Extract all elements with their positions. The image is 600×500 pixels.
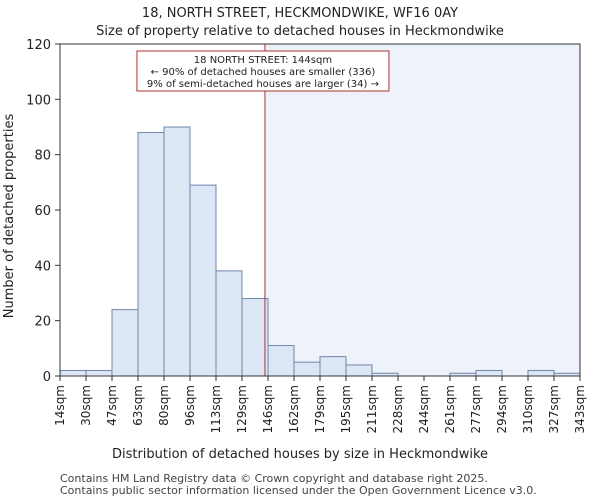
annotation-border	[136, 50, 390, 92]
annotation-line-1: 18 NORTH STREET: 144sqm	[194, 55, 332, 66]
x-tick-label: 113sqm	[209, 385, 223, 433]
bar-162sqm	[293, 361, 321, 377]
bar-195sqm	[345, 364, 373, 377]
y-axis-label: Number of detached properties	[2, 114, 17, 319]
annotation-line-2: ← 90% of detached houses are smaller (33…	[151, 67, 376, 78]
x-tick-label: 343sqm	[573, 385, 587, 433]
annotation-line-3: 9% of semi-detached houses are larger (3…	[147, 79, 379, 90]
x-tick-label: 310sqm	[521, 385, 535, 433]
footer-line-2: Contains public sector information licen…	[60, 484, 537, 497]
y-axis-ticks: 0 20 40 60 80 100 120	[26, 38, 60, 385]
x-tick-label: 30sqm	[79, 385, 93, 426]
x-tick-label: 228sqm	[391, 385, 405, 433]
x-tick-label: 146sqm	[261, 385, 275, 433]
x-tick-label: 195sqm	[339, 385, 353, 433]
bar-47sqm	[111, 309, 139, 377]
x-tick-label: 63sqm	[131, 385, 145, 426]
bar-96sqm	[189, 184, 217, 377]
bar-146sqm	[267, 345, 295, 377]
bar-80sqm	[163, 126, 191, 377]
bar-310sqm	[527, 369, 555, 377]
x-tick-label: 244sqm	[417, 385, 431, 433]
x-tick-label: 96sqm	[183, 385, 197, 426]
larger-region-shade	[264, 44, 580, 376]
footer-line-1: Contains HM Land Registry data © Crown c…	[60, 472, 488, 485]
chart-subtitle: Size of property relative to detached ho…	[96, 24, 504, 39]
bar-14sqm	[59, 369, 87, 377]
y-tick-label: 20	[34, 315, 51, 330]
bars-group	[59, 126, 581, 377]
y-tick-label: 80	[34, 149, 51, 164]
bar-30sqm	[85, 369, 113, 377]
x-tick-label: 179sqm	[313, 385, 327, 433]
x-tick-label: 47sqm	[105, 385, 119, 426]
bar-129sqm	[241, 298, 269, 377]
x-axis-label: Distribution of detached houses by size …	[112, 447, 488, 462]
annotation-box: 18 NORTH STREET: 144sqm ← 90% of detache…	[136, 50, 390, 92]
bar-179sqm	[319, 356, 347, 377]
y-tick-label: 60	[34, 204, 51, 219]
x-tick-label: 129sqm	[235, 385, 249, 433]
y-tick-label: 40	[34, 259, 51, 274]
bar-113sqm	[215, 270, 243, 377]
y-tick-label: 100	[26, 93, 51, 108]
bar-277sqm	[475, 369, 503, 377]
y-tick-label: 0	[43, 370, 51, 385]
x-tick-label: 80sqm	[157, 385, 171, 426]
x-tick-label: 14sqm	[53, 385, 67, 426]
x-tick-label: 211sqm	[365, 385, 379, 433]
y-tick-label: 120	[26, 38, 51, 53]
x-tick-label: 327sqm	[547, 385, 561, 433]
x-tick-label: 261sqm	[443, 385, 457, 433]
x-axis-ticks: 14sqm 30sqm 47sqm 63sqm 80sqm 96sqm 113sqm 129s…	[53, 376, 587, 433]
chart-title: 18, NORTH STREET, HECKMONDWIKE, WF16 0AY	[142, 6, 458, 21]
x-tick-label: 277sqm	[469, 385, 483, 433]
bar-63sqm	[137, 132, 165, 377]
x-tick-label: 162sqm	[287, 385, 301, 433]
x-tick-label: 294sqm	[495, 385, 509, 433]
